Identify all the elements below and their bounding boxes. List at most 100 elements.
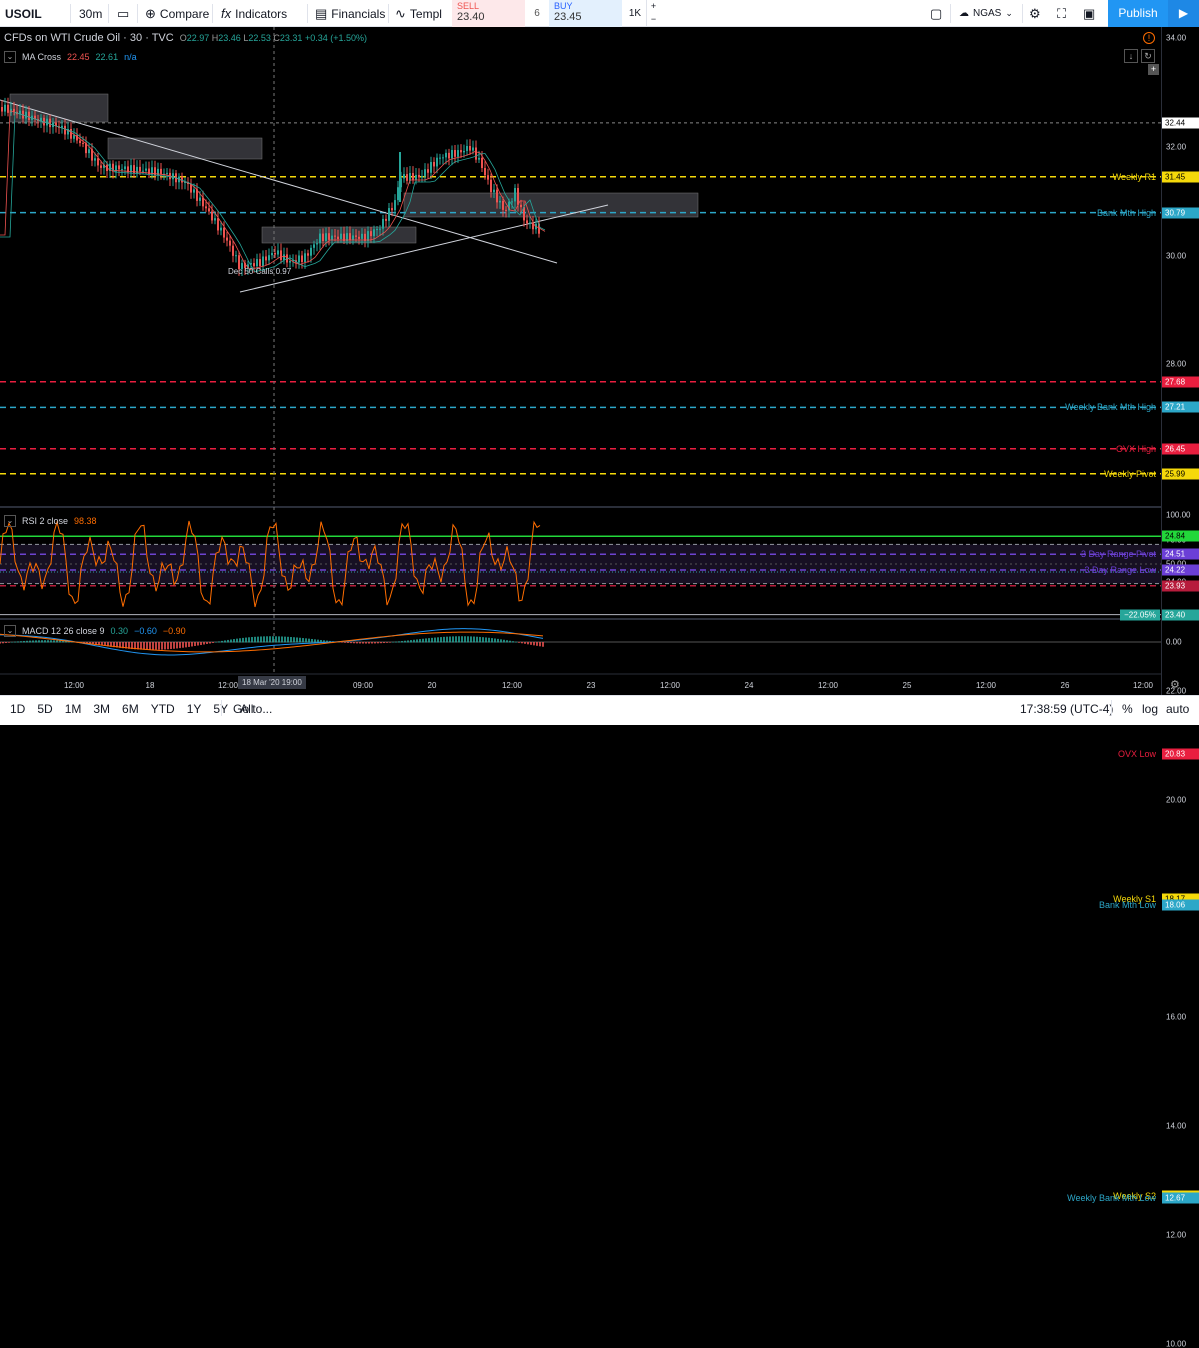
macd-line bbox=[0, 628, 544, 656]
candle-body bbox=[361, 233, 363, 239]
settings-button[interactable]: ⚙ bbox=[1024, 0, 1046, 27]
change-value: +0.34 (+1.50%) bbox=[304, 33, 367, 43]
candle-body bbox=[301, 255, 303, 262]
macd-histogram-bar bbox=[359, 642, 361, 644]
watch-symbol-select[interactable]: ☁ NGAS ⌄ bbox=[954, 0, 1018, 27]
goto-button[interactable]: Go to... bbox=[233, 696, 272, 721]
macd-histogram-bar bbox=[518, 642, 520, 643]
rsi-value: 98.38 bbox=[74, 516, 97, 526]
time-axis-tick: 09:00 bbox=[352, 681, 374, 690]
fx-icon: fx bbox=[221, 6, 232, 21]
price-axis-tick: 34.00 bbox=[1166, 33, 1187, 43]
macd-histogram-bar bbox=[458, 636, 460, 643]
macd-histogram-bar bbox=[374, 642, 376, 644]
candle-body bbox=[232, 245, 234, 256]
range-button-1m[interactable]: 1M bbox=[64, 701, 82, 716]
level-price-pill: 23.93 bbox=[1162, 580, 1199, 592]
collapse-icon[interactable]: ⌄ bbox=[4, 51, 16, 63]
macd-histogram-bar bbox=[227, 639, 229, 643]
candle-body bbox=[469, 146, 471, 151]
clock[interactable]: 17:38:59 (UTC-4) bbox=[1020, 696, 1113, 721]
indicators-button[interactable]: fx Indicators bbox=[216, 0, 292, 27]
chart-type-button[interactable]: ▭ bbox=[112, 0, 134, 27]
auto-label: auto bbox=[1166, 701, 1190, 716]
candle-body bbox=[4, 104, 6, 112]
sell-button[interactable]: SELL 23.40 bbox=[452, 0, 525, 27]
macd-histogram-bar bbox=[443, 636, 445, 643]
range-button-5d[interactable]: 5D bbox=[37, 701, 53, 716]
macd-value-3: −0.90 bbox=[162, 626, 186, 636]
refresh-icon[interactable]: ↻ bbox=[1141, 49, 1155, 63]
percent-toggle[interactable]: % bbox=[1122, 696, 1133, 721]
candle-body bbox=[355, 235, 357, 237]
log-toggle[interactable]: log bbox=[1142, 696, 1158, 721]
compare-button[interactable]: ⊕ Compare bbox=[140, 0, 214, 27]
zone-rectangle bbox=[9, 93, 109, 123]
macd-collapse-icon[interactable]: ⌄ bbox=[4, 625, 16, 637]
level-price-pill: 24.22 bbox=[1162, 564, 1199, 576]
range-button-1d[interactable]: 1D bbox=[10, 701, 26, 716]
candle-body bbox=[391, 208, 393, 211]
candle-body bbox=[205, 206, 207, 209]
rsi-axis-tick: 100.00 bbox=[1166, 510, 1191, 520]
play-button[interactable]: ▶ bbox=[1168, 0, 1199, 27]
range-button-5y[interactable]: 5Y bbox=[213, 702, 228, 716]
candle-body bbox=[460, 150, 462, 153]
range-button-all[interactable]: All bbox=[240, 701, 254, 716]
candle-body bbox=[262, 256, 264, 266]
macd-histogram-bar bbox=[398, 641, 400, 643]
layout-checkbox[interactable]: ▢ bbox=[925, 0, 947, 27]
fullscreen-button[interactable]: ⛶ bbox=[1052, 0, 1071, 27]
axis-settings-icon[interactable]: ⚙ bbox=[1170, 679, 1180, 691]
publish-button[interactable]: Publish bbox=[1108, 0, 1168, 27]
candle-body bbox=[454, 150, 456, 157]
low-key: L bbox=[243, 33, 249, 43]
candle-body bbox=[124, 166, 126, 170]
range-button-3m[interactable]: 3M bbox=[93, 701, 111, 716]
warning-icon[interactable]: ! bbox=[1143, 32, 1155, 44]
quantity-field[interactable]: 1K bbox=[628, 8, 642, 19]
fullscreen-icon: ⛶ bbox=[1057, 5, 1067, 21]
macd-label: MACD 12 26 close 9 bbox=[22, 626, 105, 636]
compare-label: Compare bbox=[159, 6, 210, 21]
scroll-down-icon[interactable]: ↓ bbox=[1124, 49, 1138, 63]
time-axis-tick: 20 bbox=[427, 681, 437, 690]
macd-histogram-bar bbox=[536, 642, 538, 646]
macd-histogram-bar bbox=[353, 642, 355, 644]
chart-area[interactable]: 34.0032.0030.0028.0026.0024.0022.0020.00… bbox=[0, 27, 1199, 1348]
indicators-label: Indicators bbox=[235, 6, 288, 21]
price-chart-svg[interactable] bbox=[0, 27, 1199, 695]
macd-histogram-bar bbox=[281, 636, 283, 643]
macd-histogram-bar bbox=[134, 642, 136, 650]
ma-line-red bbox=[0, 110, 546, 270]
templates-button[interactable]: ∿ Templ bbox=[390, 0, 447, 27]
add-alert-icon[interactable]: + bbox=[1148, 64, 1159, 75]
symbol-search[interactable]: USOIL bbox=[0, 0, 70, 27]
zone-rectangle bbox=[403, 192, 699, 218]
macd-histogram-bar bbox=[233, 639, 235, 643]
buy-button[interactable]: BUY 23.45 bbox=[549, 0, 622, 27]
macd-histogram-bar bbox=[413, 639, 415, 643]
macd-histogram-bar bbox=[425, 638, 427, 643]
quantity-stepper[interactable]: + − bbox=[646, 0, 660, 27]
financials-button[interactable]: ▤ Financials bbox=[310, 0, 390, 27]
macd-histogram-bar bbox=[431, 637, 433, 643]
range-button-1y[interactable]: 1Y bbox=[186, 701, 202, 716]
candle-body bbox=[403, 174, 405, 179]
candle-body bbox=[397, 187, 399, 201]
interval-button[interactable]: 30m bbox=[74, 0, 107, 27]
snapshot-button[interactable]: ▣ bbox=[1078, 0, 1100, 27]
macd-histogram-bar bbox=[479, 636, 481, 643]
macd-histogram-bar bbox=[527, 642, 529, 645]
rsi-collapse-icon[interactable]: ⌄ bbox=[4, 515, 16, 527]
macd-histogram-bar bbox=[485, 637, 487, 643]
range-button-ytd[interactable]: YTD bbox=[150, 701, 175, 716]
range-button-6m[interactable]: 6M bbox=[122, 701, 139, 716]
candle-body bbox=[475, 147, 477, 160]
macd-histogram-bar bbox=[542, 642, 544, 647]
price-axis-tick: 30.00 bbox=[1166, 251, 1187, 261]
auto-toggle[interactable]: auto bbox=[1166, 696, 1189, 721]
candle-body bbox=[70, 129, 72, 139]
macd-histogram-bar bbox=[494, 638, 496, 643]
candle-body bbox=[94, 158, 96, 161]
